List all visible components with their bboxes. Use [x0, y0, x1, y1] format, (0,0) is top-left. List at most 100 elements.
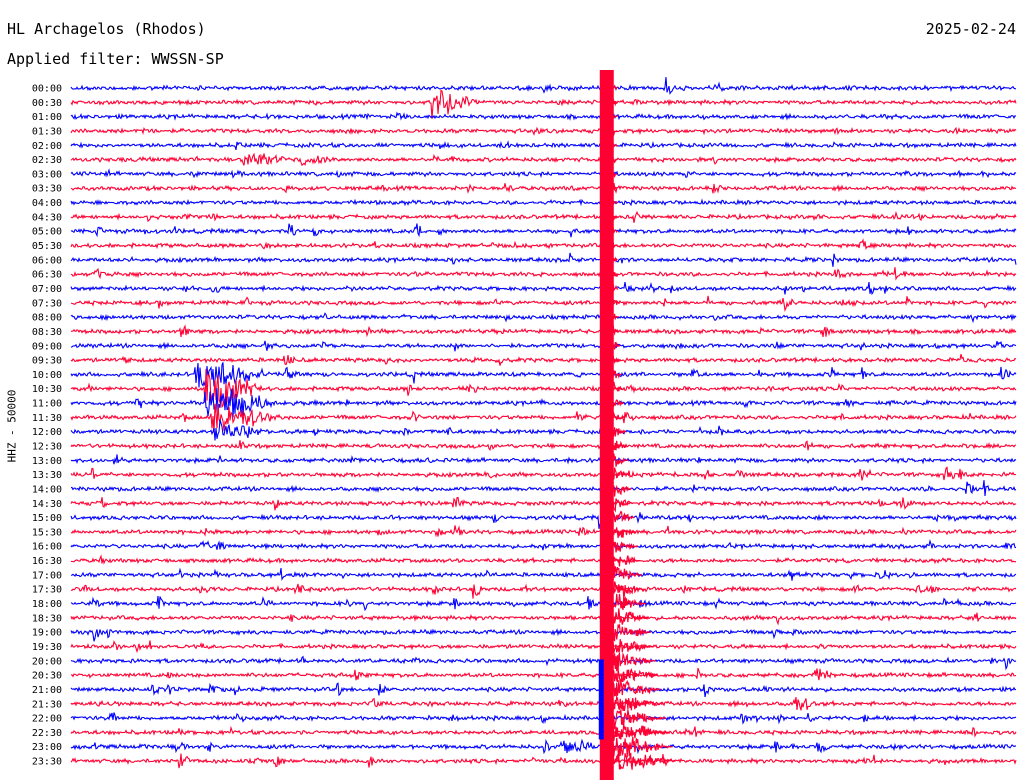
channel-label: HHZ - 50000 [5, 389, 19, 463]
row-time-label: 07:00 [32, 284, 62, 295]
trace-row-1430 [70, 496, 1017, 511]
row-time-label: 19:30 [32, 642, 62, 653]
mainshock-coda [611, 256, 618, 264]
mainshock-coda [611, 483, 632, 497]
trace-row-0900 [70, 340, 1017, 352]
mainshock-coda [611, 341, 621, 350]
trace-row-0830 [70, 324, 1017, 338]
mainshock-coda [611, 639, 654, 654]
row-time-label: 22:00 [32, 714, 62, 725]
trace-row-1930 [70, 640, 1017, 654]
trace-row-1530 [70, 525, 1017, 538]
trace-row-0400 [70, 198, 1017, 207]
mainshock-coda [611, 694, 664, 711]
row-time-label: 08:00 [32, 313, 62, 324]
mainshock-coda [611, 510, 635, 523]
trace-row-1030 [70, 368, 1017, 409]
row-time-label: 05:30 [32, 241, 62, 252]
row-time-label: 04:30 [32, 212, 62, 223]
trace-row-2130 [70, 697, 1017, 711]
trace-row-2330 [70, 753, 1017, 769]
filter-line: Applied filter: WWSSN-SP [7, 50, 224, 68]
mainshock-coda [611, 228, 618, 234]
row-time-label: 13:00 [32, 456, 62, 467]
mainshock-coda [611, 620, 651, 642]
row-time-label: 03:00 [32, 169, 62, 180]
mainshock-coda [611, 498, 633, 513]
row-time-label: 12:00 [32, 427, 62, 438]
mainshock-coda [611, 184, 618, 192]
mainshock-coda [611, 399, 624, 410]
row-time-label: 12:30 [32, 442, 62, 453]
mainshock-blue-peak [598, 659, 604, 740]
trace-row-1300 [70, 454, 1017, 465]
mainshock-coda [611, 84, 618, 92]
mainshock-coda [611, 453, 629, 470]
trace-row-0530 [70, 238, 1017, 250]
trace-row-0700 [70, 281, 1017, 296]
row-time-label: 23:30 [32, 757, 62, 768]
trace-row-1630 [70, 554, 1017, 565]
row-time-label: 16:00 [32, 542, 62, 553]
mainshock-coda [611, 467, 631, 483]
trace-row-1700 [70, 567, 1017, 581]
row-time-label: 22:30 [32, 728, 62, 739]
mainshock-coda [611, 215, 618, 224]
row-time-label: 01:30 [32, 126, 62, 137]
mainshock-coda [611, 750, 676, 770]
row-time-label: 17:00 [32, 570, 62, 581]
trace-row-0030 [70, 89, 1017, 119]
mainshock-coda [611, 437, 628, 451]
mainshock-coda [611, 411, 625, 421]
row-time-label: 10:30 [32, 384, 62, 395]
mainshock-coda [611, 325, 620, 336]
trace-row-0430 [70, 210, 1017, 223]
trace-row-2200 [70, 712, 1017, 726]
row-time-label: 14:30 [32, 499, 62, 510]
row-time-label: 15:00 [32, 513, 62, 524]
trace-row-1500 [70, 511, 1017, 532]
row-time-label: 07:30 [32, 298, 62, 309]
mainshock-coda [611, 242, 618, 249]
row-time-label: 00:00 [32, 84, 62, 95]
mainshock-coda [611, 724, 670, 741]
mainshock-coda [611, 355, 622, 365]
mainshock-coda [611, 128, 618, 137]
mainshock-band [599, 70, 614, 780]
row-time-label: 09:00 [32, 341, 62, 352]
trace-row-1600 [70, 538, 1017, 551]
mainshock-coda [611, 668, 659, 685]
trace-row-1000 [70, 362, 1017, 388]
trace-row-0600 [70, 252, 1017, 267]
mainshock-coda [611, 581, 645, 599]
trace-row-0300 [70, 168, 1017, 179]
row-time-label: 11:00 [32, 399, 62, 410]
filter-label: Applied filter: [7, 50, 143, 68]
mainshock-coda [611, 298, 620, 310]
time-axis-labels: 00:00 00:30 01:00 01:30 02:00 02:30 03:00 03:30… [32, 84, 62, 768]
row-time-label: 01:00 [32, 112, 62, 123]
mainshock-coda [611, 369, 622, 379]
trace-row-1730 [70, 583, 1017, 599]
row-time-label: 00:30 [32, 98, 62, 109]
trace-row-0200 [70, 140, 1017, 151]
row-time-label: 20:30 [32, 671, 62, 682]
row-time-label: 04:00 [32, 198, 62, 209]
mainshock-coda [611, 313, 619, 322]
trace-row-0630 [70, 267, 1017, 281]
mainshock-coda [611, 143, 618, 150]
trace-row-0130 [70, 126, 1017, 136]
trace-row-1100 [70, 388, 1017, 418]
mainshock-coda [611, 98, 618, 107]
mainshock-coda [611, 608, 649, 625]
trace-row-2030 [71, 667, 1017, 681]
mainshock-coda [611, 593, 647, 610]
row-time-label: 15:30 [32, 527, 62, 538]
mainshock-coda [611, 541, 638, 553]
row-time-label: 05:00 [32, 227, 62, 238]
mainshock-coda [611, 156, 618, 164]
trace-row-0230 [70, 152, 1017, 167]
trace-row-1900 [70, 628, 1016, 642]
trace-row-0930 [70, 353, 1017, 366]
